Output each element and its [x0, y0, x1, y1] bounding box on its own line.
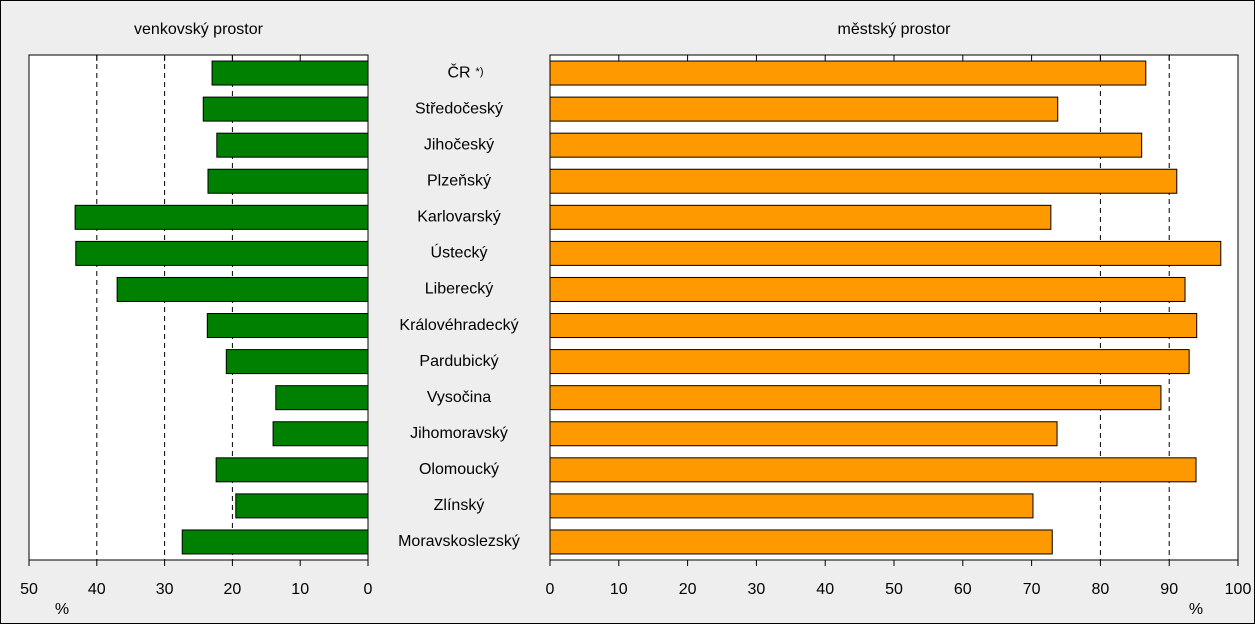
plot-area [549, 54, 1239, 561]
bar [549, 60, 1147, 86]
bar [225, 349, 369, 375]
x-tick-label: 80 [1092, 581, 1110, 598]
x-tick-label: 0 [364, 581, 373, 598]
bar [549, 96, 1059, 122]
x-tick-label: 20 [679, 581, 697, 598]
category-note: *) [476, 66, 484, 78]
bar [211, 60, 369, 86]
bar [216, 132, 369, 158]
x-tick-label: 0 [546, 581, 555, 598]
bar [549, 168, 1178, 194]
x-tick-label: 10 [610, 581, 628, 598]
bar [215, 457, 369, 483]
x-tick-label: 50 [20, 581, 38, 598]
x-tick-label: 40 [88, 581, 106, 598]
bar [549, 385, 1162, 411]
category-label: Plzeňský [427, 172, 491, 189]
category-label: Jihočeský [424, 136, 494, 153]
category-label: Vysočina [427, 389, 491, 406]
bar [202, 96, 369, 122]
bar [549, 349, 1190, 375]
x-tick-label: 40 [816, 581, 834, 598]
bar [74, 204, 369, 230]
bar [549, 276, 1186, 302]
category-label: Jihomoravský [410, 425, 508, 442]
x-tick-label: 90 [1160, 581, 1178, 598]
plot-area [28, 54, 369, 561]
bar [549, 204, 1052, 230]
axis-label: % [55, 601, 69, 618]
x-tick-label: 10 [291, 581, 309, 598]
chart-title: venkovský prostor [134, 21, 264, 38]
x-tick-label: 30 [156, 581, 174, 598]
x-tick-label: 20 [224, 581, 242, 598]
category-label: Liberecký [425, 281, 493, 298]
bar [75, 240, 369, 266]
category-label: Pardubický [419, 353, 498, 370]
bar [116, 276, 369, 302]
chart-title: městský prostor [838, 21, 952, 38]
x-tick-label: 60 [954, 581, 972, 598]
x-tick-label: 50 [885, 581, 903, 598]
category-label: Královéhradecký [399, 317, 518, 334]
bar [181, 529, 369, 555]
x-tick-label: 70 [1023, 581, 1041, 598]
x-tick-label: 30 [748, 581, 766, 598]
bar [235, 493, 369, 519]
bar [549, 529, 1053, 555]
category-label: Ústecký [431, 243, 488, 262]
bar [549, 421, 1058, 447]
category-label: Zlínský [434, 497, 485, 514]
category-label: Karlovarský [417, 209, 501, 226]
axis-label: % [1189, 601, 1203, 618]
bar [206, 313, 369, 339]
x-tick-label: 100 [1225, 581, 1252, 598]
category-label: Olomoucký [419, 461, 499, 478]
bar [549, 493, 1034, 519]
bar [272, 421, 369, 447]
bar [549, 457, 1197, 483]
category-label: Středočeský [415, 100, 503, 117]
category-label: ČR [447, 62, 470, 81]
bar [549, 240, 1222, 266]
bar [549, 313, 1198, 339]
bar [207, 168, 369, 194]
category-label: Moravskoslezský [398, 533, 520, 550]
bar [549, 132, 1143, 158]
bar [275, 385, 369, 411]
